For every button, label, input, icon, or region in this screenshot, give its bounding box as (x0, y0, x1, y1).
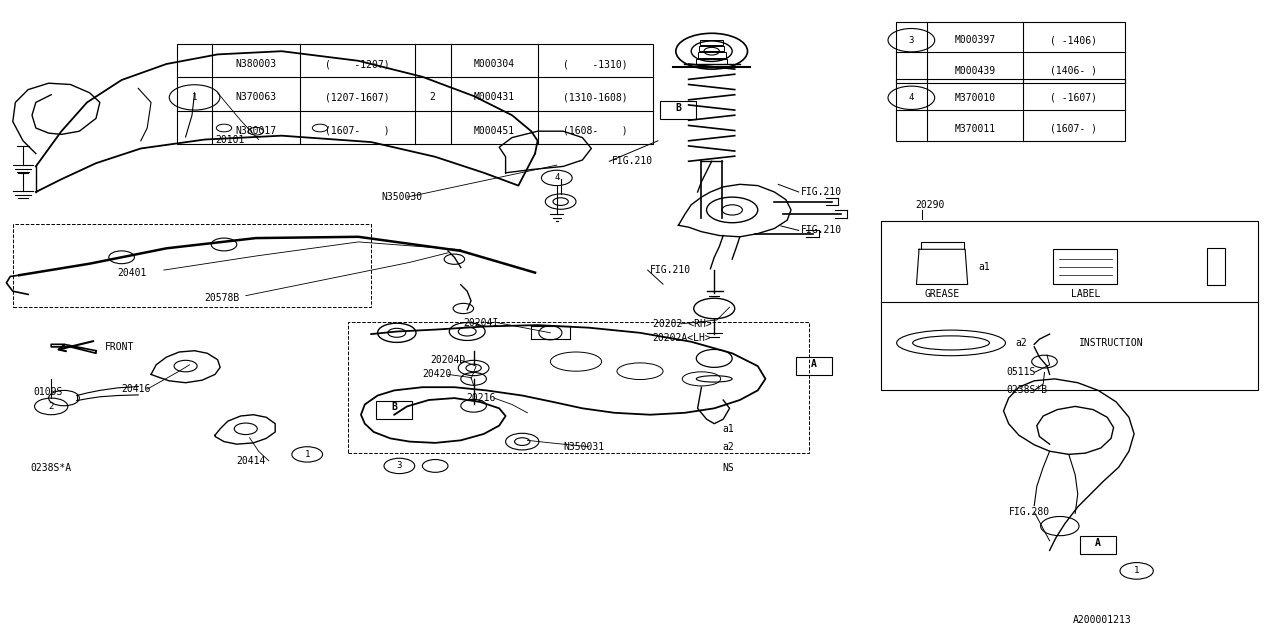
Text: M000451: M000451 (474, 125, 515, 136)
Text: 20420: 20420 (422, 369, 452, 380)
Text: 20101: 20101 (215, 134, 244, 145)
Text: a2: a2 (722, 442, 733, 452)
Bar (1053, 249, 1117, 284)
Text: 3: 3 (397, 461, 402, 470)
Text: 20204I: 20204I (463, 317, 499, 328)
Text: a1: a1 (978, 262, 989, 272)
Bar (348, 322, 809, 453)
Text: (    -1207): ( -1207) (325, 59, 389, 69)
Text: M000439: M000439 (954, 66, 996, 76)
Text: M000431: M000431 (474, 92, 515, 102)
Text: 0238S*B: 0238S*B (1006, 385, 1047, 396)
Bar (376, 401, 412, 419)
Text: ( -1406): ( -1406) (1051, 35, 1097, 45)
Text: NS: NS (722, 463, 733, 474)
Bar (796, 357, 832, 375)
Text: B: B (676, 102, 681, 113)
Text: 20202A<LH>: 20202A<LH> (653, 333, 712, 343)
Bar (1080, 536, 1116, 554)
Text: B: B (392, 402, 397, 412)
Text: 0238S*A: 0238S*A (31, 463, 72, 474)
Text: (1608-    ): (1608- ) (563, 125, 627, 136)
Bar (1207, 248, 1225, 285)
Text: (1207-1607): (1207-1607) (325, 92, 389, 102)
Text: N350031: N350031 (563, 442, 604, 452)
Text: 0511S: 0511S (1006, 367, 1036, 378)
Text: A: A (812, 358, 817, 369)
Text: a1: a1 (722, 424, 733, 434)
Text: A: A (1096, 538, 1101, 548)
Text: 20416: 20416 (122, 384, 151, 394)
Bar (177, 44, 653, 144)
Text: FIG.210: FIG.210 (801, 187, 842, 197)
Text: N370063: N370063 (236, 92, 276, 102)
Text: 20204D: 20204D (430, 355, 466, 365)
Text: 1: 1 (305, 450, 310, 459)
Bar (698, 52, 726, 58)
Bar (896, 22, 1125, 83)
Text: M000397: M000397 (954, 35, 996, 45)
Text: A200001213: A200001213 (1073, 614, 1132, 625)
Text: 20216: 20216 (466, 393, 495, 403)
Text: LABEL: LABEL (1071, 289, 1100, 299)
Text: INSTRUCTION: INSTRUCTION (1079, 338, 1143, 348)
Ellipse shape (539, 326, 562, 340)
Text: 4: 4 (909, 93, 914, 102)
Text: M000304: M000304 (474, 59, 515, 69)
Text: N350030: N350030 (381, 192, 422, 202)
Bar (660, 101, 696, 119)
Bar (699, 46, 724, 51)
Text: (    -1310): ( -1310) (563, 59, 627, 69)
Text: M370010: M370010 (954, 93, 996, 103)
Text: ( -1607): ( -1607) (1051, 93, 1097, 103)
Text: FIG.210: FIG.210 (612, 156, 653, 166)
Text: N380017: N380017 (236, 125, 276, 136)
Text: 20202 <RH>: 20202 <RH> (653, 319, 712, 329)
Text: M370011: M370011 (954, 124, 996, 134)
Text: 1: 1 (192, 93, 197, 102)
Text: 4: 4 (554, 173, 559, 182)
Text: 20414: 20414 (237, 456, 266, 466)
Ellipse shape (913, 336, 989, 350)
Bar (881, 221, 1258, 390)
Text: GREASE: GREASE (924, 289, 960, 299)
Text: (1607- ): (1607- ) (1051, 124, 1097, 134)
Text: 20401: 20401 (118, 268, 147, 278)
Bar (696, 59, 727, 64)
Text: FIG.210: FIG.210 (801, 225, 842, 236)
Bar (896, 79, 1125, 141)
Text: 2: 2 (430, 92, 435, 102)
Bar (13, 224, 371, 307)
Text: N380003: N380003 (236, 59, 276, 69)
Bar (700, 40, 723, 45)
Text: FIG.210: FIG.210 (650, 265, 691, 275)
Text: 20578B: 20578B (205, 292, 241, 303)
Text: FIG.280: FIG.280 (1009, 507, 1050, 517)
Text: (1310-1608): (1310-1608) (563, 92, 627, 102)
Text: (1607-    ): (1607- ) (325, 125, 389, 136)
Text: 0109S: 0109S (33, 387, 63, 397)
Text: 1: 1 (1134, 566, 1139, 575)
Text: 20290: 20290 (915, 200, 945, 210)
Text: (1406- ): (1406- ) (1051, 66, 1097, 76)
Text: a2: a2 (1015, 338, 1027, 348)
Text: FRONT: FRONT (105, 342, 134, 352)
Text: 3: 3 (909, 36, 914, 45)
Text: 2: 2 (49, 402, 54, 411)
